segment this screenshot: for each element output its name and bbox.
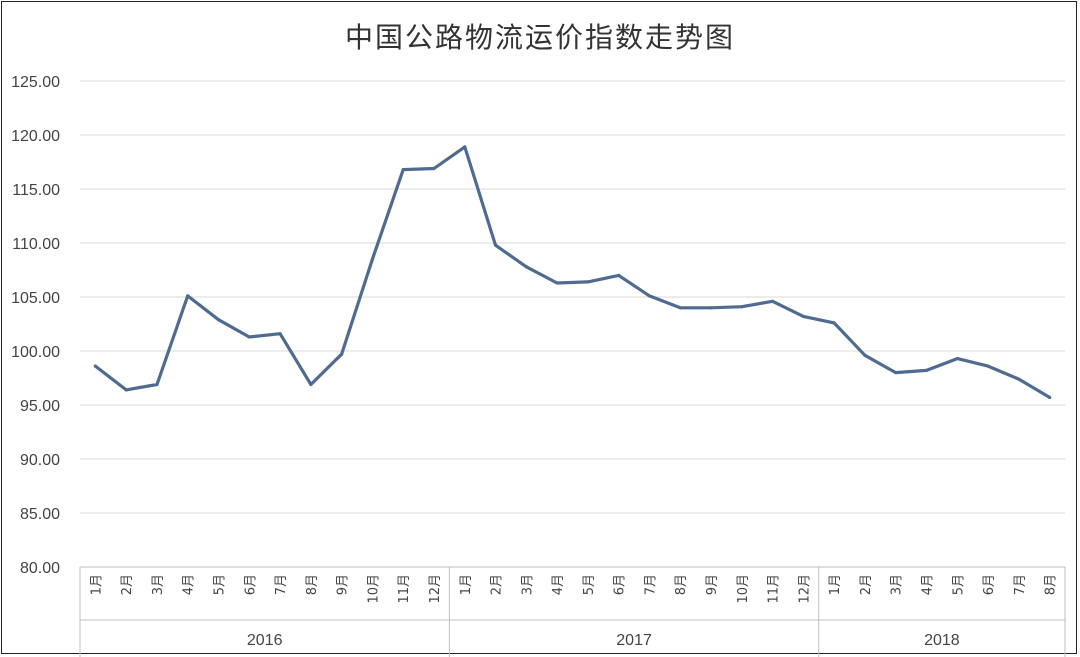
x-tick-label: 4月 bbox=[182, 574, 197, 595]
series-layer bbox=[93, 145, 1052, 400]
data-point bbox=[370, 257, 375, 261]
x-tick-label: 7月 bbox=[643, 574, 658, 595]
y-axis-ticks: 80.00 85.00 90.00 95.00 100.00 105.00 110.00 11… bbox=[11, 74, 60, 577]
x-tick-label: 12月 bbox=[428, 574, 443, 604]
data-point bbox=[216, 318, 221, 322]
data-point bbox=[463, 145, 467, 149]
data-point bbox=[309, 382, 313, 387]
data-point bbox=[924, 368, 929, 373]
data-point bbox=[278, 332, 282, 336]
y-tick-label: 115.00 bbox=[12, 182, 60, 199]
x-tick-label: 5月 bbox=[582, 574, 597, 595]
x-tick-label: 9月 bbox=[705, 574, 720, 595]
y-tick-label: 105.00 bbox=[11, 290, 60, 307]
x-tick-label: 6月 bbox=[613, 574, 628, 595]
data-point bbox=[1048, 395, 1052, 400]
y-tick-label: 120.00 bbox=[11, 128, 60, 145]
x-tick-label: 12月 bbox=[797, 574, 812, 604]
x-tick-label: 2月 bbox=[490, 574, 505, 595]
data-point bbox=[801, 314, 805, 319]
x-tick-label: 11月 bbox=[397, 574, 412, 604]
data-point bbox=[93, 364, 97, 368]
y-tick-label: 80.00 bbox=[20, 560, 60, 577]
data-point bbox=[1017, 377, 1021, 381]
data-point bbox=[524, 265, 528, 269]
x-tick-label: 4月 bbox=[551, 574, 566, 595]
x-axis: 1月 2月 3月 4月 5月 6月 7月 8月 9月 10月 11月 12月 1月 2月 3月 4月 5月 6月 7… bbox=[79, 566, 1066, 657]
data-point bbox=[124, 388, 128, 392]
data-point bbox=[155, 382, 159, 387]
y-tick-label: 85.00 bbox=[20, 506, 60, 523]
x-tick-label: 6月 bbox=[982, 574, 997, 595]
year-label: 2017 bbox=[616, 632, 652, 649]
y-tick-label: 125.00 bbox=[11, 74, 60, 91]
data-point bbox=[555, 281, 559, 285]
x-tick-label: 1月 bbox=[828, 574, 843, 595]
x-tick-label: 3月 bbox=[520, 574, 535, 595]
chart-title: 中国公路物流运价指数走势图 bbox=[344, 21, 735, 54]
data-point bbox=[186, 294, 190, 298]
data-point bbox=[986, 364, 990, 368]
y-tick-label: 90.00 bbox=[20, 452, 60, 469]
gridlines bbox=[80, 80, 1065, 514]
x-tick-label: 5月 bbox=[213, 574, 228, 595]
year-label: 2016 bbox=[247, 632, 283, 649]
y-tick-label: 100.00 bbox=[11, 344, 60, 361]
x-tick-label: 7月 bbox=[274, 574, 289, 595]
data-point bbox=[770, 299, 775, 303]
data-point bbox=[678, 306, 682, 310]
x-tick-label: 7月 bbox=[1013, 574, 1028, 595]
data-point bbox=[493, 243, 498, 247]
x-tick-label: 9月 bbox=[336, 574, 351, 595]
y-tick-label: 110.00 bbox=[12, 236, 60, 253]
data-point bbox=[832, 321, 836, 325]
data-point bbox=[863, 353, 867, 357]
data-point bbox=[955, 356, 959, 361]
x-tick-label: 10月 bbox=[366, 574, 381, 604]
x-tick-label: 10月 bbox=[736, 574, 751, 604]
x-tick-label: 4月 bbox=[920, 574, 935, 595]
x-tick-label: 3月 bbox=[151, 574, 166, 595]
x-tick-label: 5月 bbox=[951, 574, 966, 595]
data-point bbox=[647, 294, 652, 298]
x-tick-label: 2月 bbox=[120, 574, 135, 595]
x-tick-label: 1月 bbox=[89, 574, 104, 595]
data-point bbox=[617, 273, 621, 277]
x-tick-label: 1月 bbox=[459, 574, 474, 595]
x-tick-label: 8月 bbox=[1044, 574, 1059, 595]
data-point bbox=[586, 280, 590, 284]
data-point bbox=[894, 371, 898, 375]
data-point bbox=[740, 305, 744, 309]
y-tick-label: 95.00 bbox=[20, 398, 60, 415]
x-tick-label: 11月 bbox=[767, 574, 782, 604]
x-tick-label: 3月 bbox=[890, 574, 905, 595]
year-label: 2018 bbox=[924, 632, 960, 649]
x-tick-label: 8月 bbox=[674, 574, 689, 595]
x-tick-label: 6月 bbox=[243, 574, 258, 595]
x-tick-label: 2月 bbox=[859, 574, 874, 595]
data-point bbox=[340, 352, 344, 356]
data-point bbox=[709, 306, 713, 310]
data-point bbox=[401, 167, 405, 172]
data-point bbox=[432, 166, 436, 171]
x-tick-label: 8月 bbox=[305, 574, 320, 595]
data-point bbox=[247, 335, 251, 339]
series-line bbox=[93, 145, 1052, 399]
